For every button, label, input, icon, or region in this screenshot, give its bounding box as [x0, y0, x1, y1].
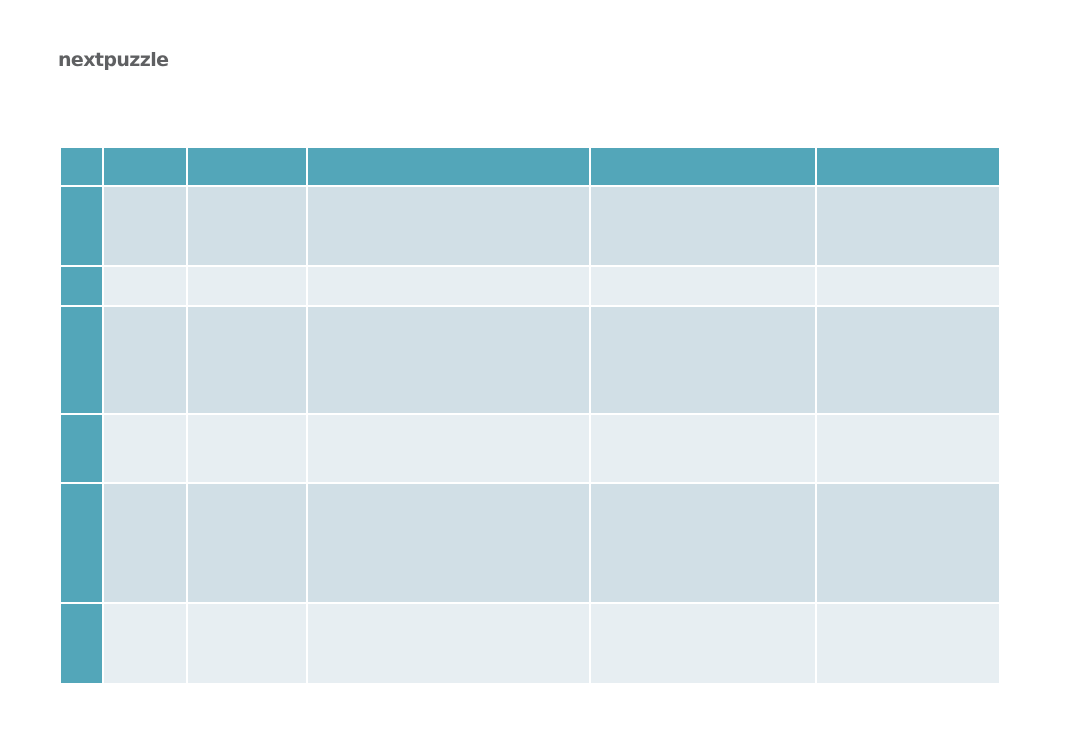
table-cell	[308, 307, 589, 413]
table-header-cell	[61, 148, 102, 185]
table-cell	[104, 267, 186, 305]
table-cell	[591, 187, 815, 265]
table-cell	[817, 307, 999, 413]
row-label-cell	[61, 415, 102, 482]
table-header-cell	[104, 148, 186, 185]
table-header-cell	[308, 148, 589, 185]
table-cell	[188, 484, 306, 602]
table-cell	[104, 484, 186, 602]
table-cell	[188, 187, 306, 265]
table-cell	[817, 267, 999, 305]
table-cell	[591, 484, 815, 602]
table-cell	[817, 604, 999, 683]
table-cell	[308, 484, 589, 602]
table-cell	[308, 187, 589, 265]
table-cell	[591, 604, 815, 683]
table-cell	[188, 307, 306, 413]
table-cell	[188, 415, 306, 482]
row-label-cell	[61, 484, 102, 602]
table-cell	[104, 415, 186, 482]
nextpuzzle-logo: nextpuzzle	[58, 49, 169, 71]
table-cell	[308, 604, 589, 683]
table-cell	[591, 415, 815, 482]
row-label-cell	[61, 604, 102, 683]
table-header-cell	[188, 148, 306, 185]
worksheet-table	[61, 148, 999, 683]
table-header-cell	[817, 148, 999, 185]
table-cell	[104, 604, 186, 683]
table-cell	[591, 307, 815, 413]
table-cell	[188, 267, 306, 305]
table-cell	[308, 415, 589, 482]
table-cell	[188, 604, 306, 683]
table-cell	[817, 484, 999, 602]
table-cell	[817, 187, 999, 265]
table-cell	[308, 267, 589, 305]
table-header-cell	[591, 148, 815, 185]
row-label-cell	[61, 187, 102, 265]
table-cell	[591, 267, 815, 305]
table-cell	[817, 415, 999, 482]
table-cell	[104, 187, 186, 265]
row-label-cell	[61, 267, 102, 305]
table-cell	[104, 307, 186, 413]
row-label-cell	[61, 307, 102, 413]
